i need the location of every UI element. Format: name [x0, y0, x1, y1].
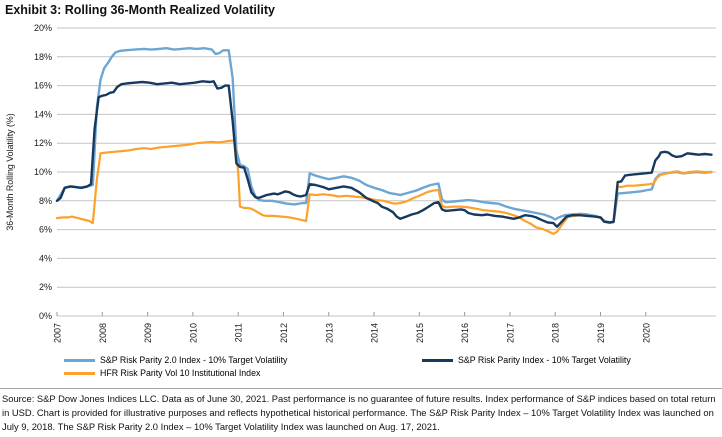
- x-tick-label: 2015: [415, 323, 425, 343]
- legend-line-swatch: [64, 371, 95, 375]
- legend-item: S&P Risk Parity 2.0 Index - 10% Target V…: [64, 355, 422, 365]
- y-tick-label: 0%: [39, 311, 52, 321]
- legend-line-swatch: [422, 358, 453, 362]
- x-tick-label: 2019: [596, 323, 606, 343]
- x-tick-label: 2011: [234, 323, 244, 342]
- legend-line-swatch: [64, 358, 95, 362]
- y-tick-label: 6%: [39, 225, 52, 235]
- series-line-2: [55, 80, 713, 228]
- x-tick-label: 2013: [324, 323, 334, 343]
- legend-label: S&P Risk Parity 2.0 Index - 10% Target V…: [100, 355, 288, 365]
- x-tick-label: 2017: [505, 323, 515, 343]
- legend-label: HFR Risk Parity Vol 10 Institutional Ind…: [100, 368, 261, 378]
- x-tick-label: 2009: [143, 323, 153, 343]
- legend-item: S&P Risk Parity Index - 10% Target Volat…: [422, 355, 714, 365]
- series-line-0: [55, 47, 713, 224]
- volatility-chart: 0% 2% 4% 6% 8% 10% 12% 14% 16% 18% 20% 2007 2008 2009…: [5, 23, 716, 343]
- legend-item: HFR Risk Parity Vol 10 Institutional Ind…: [64, 368, 422, 378]
- y-axis-title: 36-Month Rolling Volatility (%): [5, 113, 15, 230]
- y-tick-label: 10%: [34, 167, 52, 177]
- x-tick-label: 2010: [188, 323, 198, 343]
- y-tick-label: 4%: [39, 253, 52, 263]
- y-tick-label: 2%: [39, 282, 52, 292]
- y-tick-label: 14%: [34, 109, 52, 119]
- y-tick-label: 8%: [39, 196, 52, 206]
- legend-label: S&P Risk Parity Index - 10% Target Volat…: [458, 355, 631, 365]
- x-tick-label: 2018: [551, 323, 561, 343]
- x-tick-label: 2008: [98, 323, 108, 343]
- y-tick-label: 12%: [34, 138, 52, 148]
- source-note: Source: S&P Dow Jones Indices LLC. Data …: [0, 388, 722, 434]
- x-tick-label: 2012: [279, 323, 289, 343]
- x-tick-label: 2020: [641, 323, 651, 343]
- x-tick-label: 2016: [460, 323, 470, 343]
- y-tick-label: 16%: [34, 81, 52, 91]
- chart-title: Exhibit 3: Rolling 36-Month Realized Vol…: [5, 3, 275, 17]
- y-tick-label: 20%: [34, 23, 52, 33]
- x-tick-label: 2014: [370, 323, 380, 343]
- x-tick-label: 2007: [53, 323, 63, 343]
- chart-legend: S&P Risk Parity 2.0 Index - 10% Target V…: [64, 355, 714, 378]
- y-tick-label: 18%: [34, 52, 52, 62]
